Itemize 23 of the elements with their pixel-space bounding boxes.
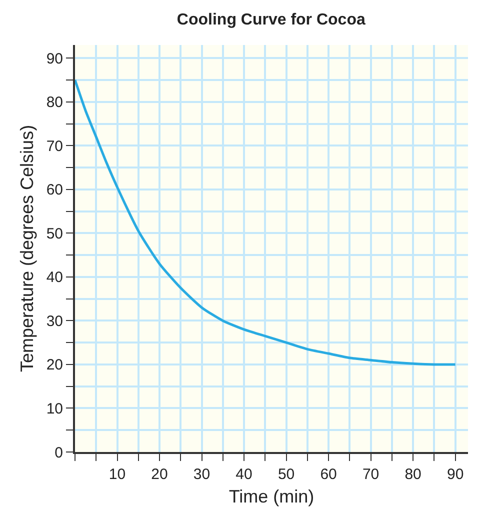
x-tick-label: 80 [404, 466, 422, 483]
x-tick-label: 50 [278, 466, 295, 483]
y-tick-label: 20 [46, 356, 63, 374]
y-tick-label: 60 [46, 182, 63, 199]
y-tick-label: 90 [46, 50, 63, 68]
x-tick-label: 20 [151, 466, 168, 483]
y-tick-label: 10 [46, 400, 63, 418]
x-tick-label: 90 [446, 466, 464, 483]
x-tick-label: 10 [108, 466, 126, 483]
y-tick-label: 80 [46, 94, 63, 112]
y-axis-title: Temperature (degrees Celsius) [17, 124, 38, 372]
y-tick-label: 30 [46, 312, 63, 330]
chart-title: Cooling Curve for Cocoa [176, 11, 366, 28]
x-tick-label: 40 [236, 466, 252, 483]
y-tick-label: 40 [46, 269, 63, 286]
x-tick-label: 70 [362, 466, 380, 483]
y-tick-label: 0 [54, 444, 63, 462]
x-tick-label: 30 [193, 466, 210, 483]
y-tick-label: 50 [46, 225, 63, 242]
y-tick-label: 70 [46, 138, 63, 155]
line-series [75, 78, 457, 366]
x-axis-title: Time (min) [228, 486, 314, 507]
x-tick-label: 60 [320, 466, 337, 483]
